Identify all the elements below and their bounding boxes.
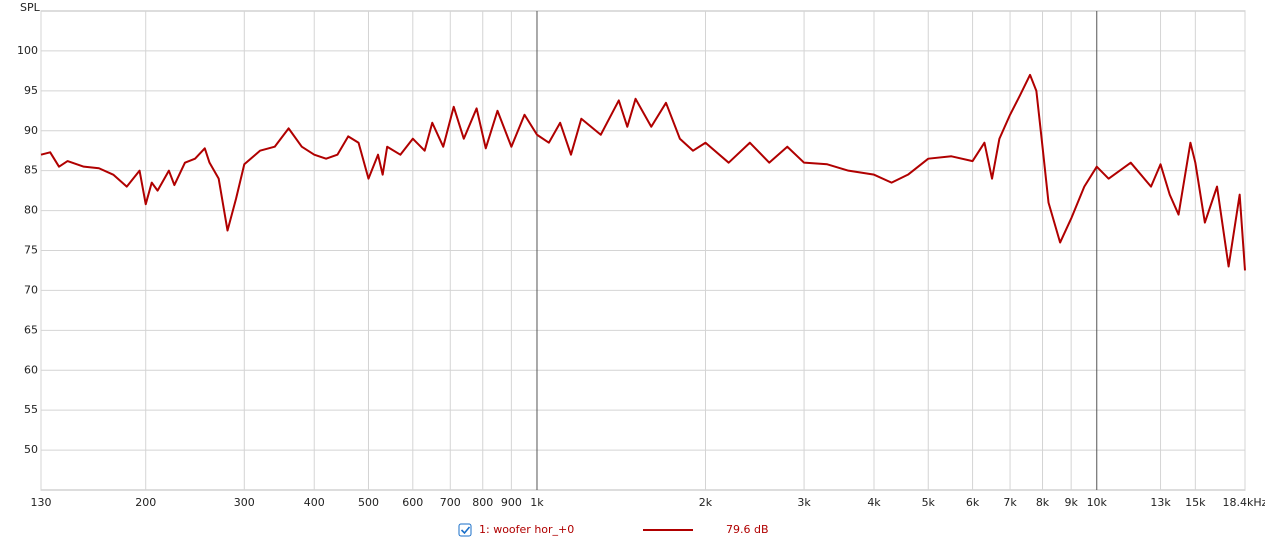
x-tick-label: 700: [440, 496, 461, 509]
x-tick-label: 8k: [1036, 496, 1050, 509]
x-tick-label: 300: [234, 496, 255, 509]
y-tick-label: 80: [24, 204, 38, 217]
x-tick-label: 9k: [1064, 496, 1078, 509]
x-tick-label: 1k: [530, 496, 544, 509]
y-axis-title: SPL: [20, 1, 41, 14]
x-tick-label: 15k: [1185, 496, 1206, 509]
x-tick-label: 900: [501, 496, 522, 509]
y-tick-label: 90: [24, 124, 38, 137]
y-tick-label: 60: [24, 363, 38, 376]
x-tick-label: 800: [472, 496, 493, 509]
x-tick-label: 600: [402, 496, 423, 509]
y-tick-label: 50: [24, 443, 38, 456]
x-tick-label: 4k: [867, 496, 881, 509]
y-tick-label: 75: [24, 244, 38, 257]
x-tick-label: 18.4kHz: [1223, 496, 1265, 509]
x-tick-label: 200: [135, 496, 156, 509]
x-tick-label: 400: [304, 496, 325, 509]
legend-label: 1: woofer hor_+0: [479, 523, 574, 536]
x-tick-label: 7k: [1003, 496, 1017, 509]
checkmark: [460, 526, 471, 535]
x-tick-label: 6k: [966, 496, 980, 509]
x-tick-label: 3k: [797, 496, 811, 509]
x-tick-label: 5k: [922, 496, 936, 509]
x-tick-label: 2k: [699, 496, 713, 509]
y-tick-label: 70: [24, 283, 38, 296]
y-tick-label: 85: [24, 164, 38, 177]
y-tick-label: 100: [17, 44, 38, 57]
x-tick-label: 10k: [1087, 496, 1108, 509]
x-tick-label: 13k: [1150, 496, 1171, 509]
y-tick-label: 95: [24, 84, 38, 97]
x-tick-label: 130: [31, 496, 52, 509]
legend-level: 79.6 dB: [726, 523, 769, 536]
y-tick-label: 65: [24, 323, 38, 336]
legend-checkbox[interactable]: [458, 523, 472, 537]
series-line: [40, 73, 1246, 271]
x-tick-label: 500: [358, 496, 379, 509]
y-tick-label: 55: [24, 403, 38, 416]
